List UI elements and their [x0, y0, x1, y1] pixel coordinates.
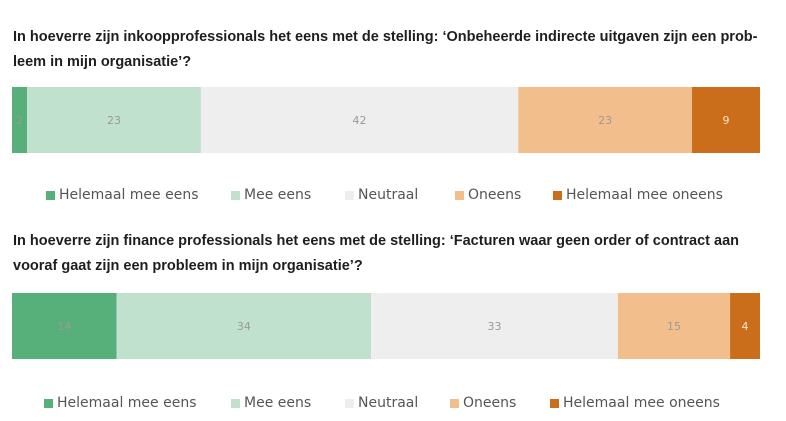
legend-swatch — [345, 190, 354, 200]
chart-1-label-neutraal: 42 — [353, 114, 367, 127]
chart-2-legend-item-mee-eens: Mee eens — [231, 395, 311, 411]
chart-2-legend-item-oneens: Oneens — [450, 395, 516, 411]
chart-1-stacked-bar: 2 23 42 23 9 — [12, 87, 760, 153]
legend-swatch — [231, 190, 240, 200]
chart-1-title-line-1: In hoeverre zijn inkoopprofessionals het… — [13, 29, 758, 45]
legend-label: Helemaal mee eens — [59, 187, 199, 203]
chart-2-legend-item-neutraal: Neutraal — [345, 395, 418, 411]
chart-1-legend-item-helemaal-mee-oneens: Helemaal mee oneens — [553, 187, 723, 203]
chart-2-segment-mee-eens — [116, 293, 372, 359]
chart-1-segment-mee-eens — [27, 87, 201, 153]
chart-2-segment-helemaal-mee-eens — [12, 293, 117, 359]
legend-swatch — [231, 398, 240, 408]
chart-2-title: In hoeverre zijn finance professionals h… — [13, 229, 773, 279]
chart-1-label-helemaal-mee-eens: 2 — [16, 114, 23, 127]
chart-1-segment-helemaal-mee-oneens — [692, 87, 760, 153]
legend-label: Mee eens — [244, 395, 312, 411]
chart-2-label-oneens: 15 — [667, 320, 681, 333]
legend-label: Neutraal — [358, 395, 419, 411]
chart-1-legend-item-neutraal: Neutraal — [345, 187, 418, 203]
legend-swatch — [46, 190, 55, 200]
legend-swatch — [550, 398, 559, 408]
legend-swatch — [450, 398, 459, 408]
legend-swatch — [44, 398, 53, 408]
chart-2-legend-item-helemaal-mee-eens: Helemaal mee eens — [44, 395, 197, 411]
chart-2-legend: Helemaal mee eens Mee eens Neutraal Oneens H… — [0, 395, 786, 415]
legend-swatch — [455, 190, 464, 200]
chart-2-segment-helemaal-mee-oneens — [730, 293, 760, 359]
chart-2-label-mee-eens: 34 — [237, 320, 251, 333]
chart-1-title: In hoeverre zijn inkoopprofessionals het… — [13, 25, 773, 75]
chart-1-legend-item-helemaal-mee-eens: Helemaal mee eens — [46, 187, 199, 203]
chart-2-title-line-1: In hoeverre zijn finance professionals h… — [13, 233, 739, 249]
chart-2-stacked-bar: 14 34 33 15 4 — [12, 293, 760, 359]
legend-label: Helemaal mee oneens — [566, 187, 723, 203]
legend-label: Oneens — [468, 187, 522, 203]
chart-2-label-helemaal-mee-eens: 14 — [57, 320, 71, 333]
chart-1-legend-item-oneens: Oneens — [455, 187, 521, 203]
chart-2-legend-item-helemaal-mee-oneens: Helemaal mee oneens — [550, 395, 720, 411]
legend-swatch — [553, 190, 562, 200]
chart-2-title-line-2: vooraf gaat zijn een probleem in mijn or… — [13, 258, 363, 274]
legend-label: Mee eens — [244, 187, 312, 203]
chart-1-label-mee-eens: 23 — [107, 114, 121, 127]
chart-1-segment-oneens — [518, 87, 692, 153]
chart-2-segment-neutraal — [371, 293, 618, 359]
chart-1-segment-helemaal-mee-eens — [12, 87, 28, 153]
chart-1-segment-neutraal — [200, 87, 519, 153]
chart-2-segment-oneens — [617, 293, 731, 359]
chart-2-label-neutraal: 33 — [487, 320, 501, 333]
chart-1-label-oneens: 23 — [598, 114, 612, 127]
legend-label: Neutraal — [358, 187, 419, 203]
legend-label: Helemaal mee eens — [57, 395, 197, 411]
legend-swatch — [345, 398, 354, 408]
chart-1-legend-item-mee-eens: Mee eens — [231, 187, 311, 203]
legend-label: Oneens — [463, 395, 517, 411]
chart-1-legend: Helemaal mee eens Mee eens Neutraal Oneens H… — [0, 187, 786, 207]
chart-2-label-helemaal-mee-oneens: 4 — [742, 320, 749, 333]
legend-label: Helemaal mee oneens — [563, 395, 720, 411]
chart-1-label-helemaal-mee-oneens: 9 — [723, 114, 730, 127]
chart-1-title-line-2: leem in mijn organisatie’? — [13, 54, 192, 70]
